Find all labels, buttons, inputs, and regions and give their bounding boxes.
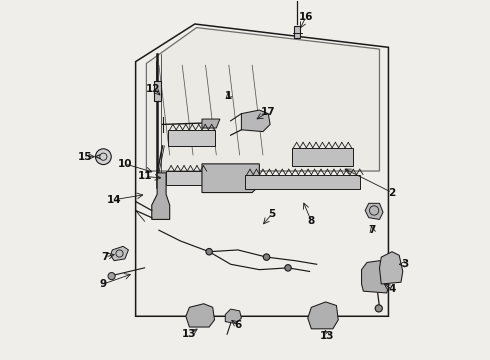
Text: 12: 12 <box>147 84 161 94</box>
Polygon shape <box>202 119 220 128</box>
Text: 2: 2 <box>389 188 395 198</box>
Text: 16: 16 <box>299 12 313 22</box>
Text: 9: 9 <box>100 279 107 289</box>
Polygon shape <box>379 252 403 284</box>
Text: 6: 6 <box>234 320 242 330</box>
Text: 8: 8 <box>308 216 315 226</box>
Polygon shape <box>292 148 353 166</box>
Text: 4: 4 <box>389 284 396 294</box>
Polygon shape <box>111 246 128 261</box>
Circle shape <box>206 248 212 255</box>
Text: 3: 3 <box>401 259 408 269</box>
Circle shape <box>108 273 115 280</box>
Polygon shape <box>365 203 383 220</box>
Polygon shape <box>362 261 389 293</box>
Bar <box>294 26 300 39</box>
Text: 1: 1 <box>225 91 232 101</box>
Polygon shape <box>152 173 170 220</box>
Polygon shape <box>245 175 360 189</box>
Polygon shape <box>308 302 338 329</box>
Text: 17: 17 <box>261 107 275 117</box>
Text: 14: 14 <box>107 195 122 205</box>
Text: 11: 11 <box>137 171 152 181</box>
Bar <box>153 81 161 101</box>
Text: 5: 5 <box>268 209 275 219</box>
Polygon shape <box>202 164 259 193</box>
Text: 13: 13 <box>320 331 335 341</box>
Polygon shape <box>166 171 202 185</box>
Text: 10: 10 <box>118 159 132 169</box>
Circle shape <box>285 265 291 271</box>
Polygon shape <box>168 130 215 146</box>
Text: 7: 7 <box>101 252 109 262</box>
Text: 7: 7 <box>368 225 376 235</box>
Polygon shape <box>242 110 270 132</box>
Polygon shape <box>186 304 215 327</box>
Circle shape <box>263 254 270 260</box>
Circle shape <box>96 149 111 165</box>
Polygon shape <box>147 28 379 171</box>
Polygon shape <box>225 309 242 323</box>
Text: 15: 15 <box>78 152 93 162</box>
Text: 13: 13 <box>182 329 196 339</box>
Circle shape <box>375 305 382 312</box>
